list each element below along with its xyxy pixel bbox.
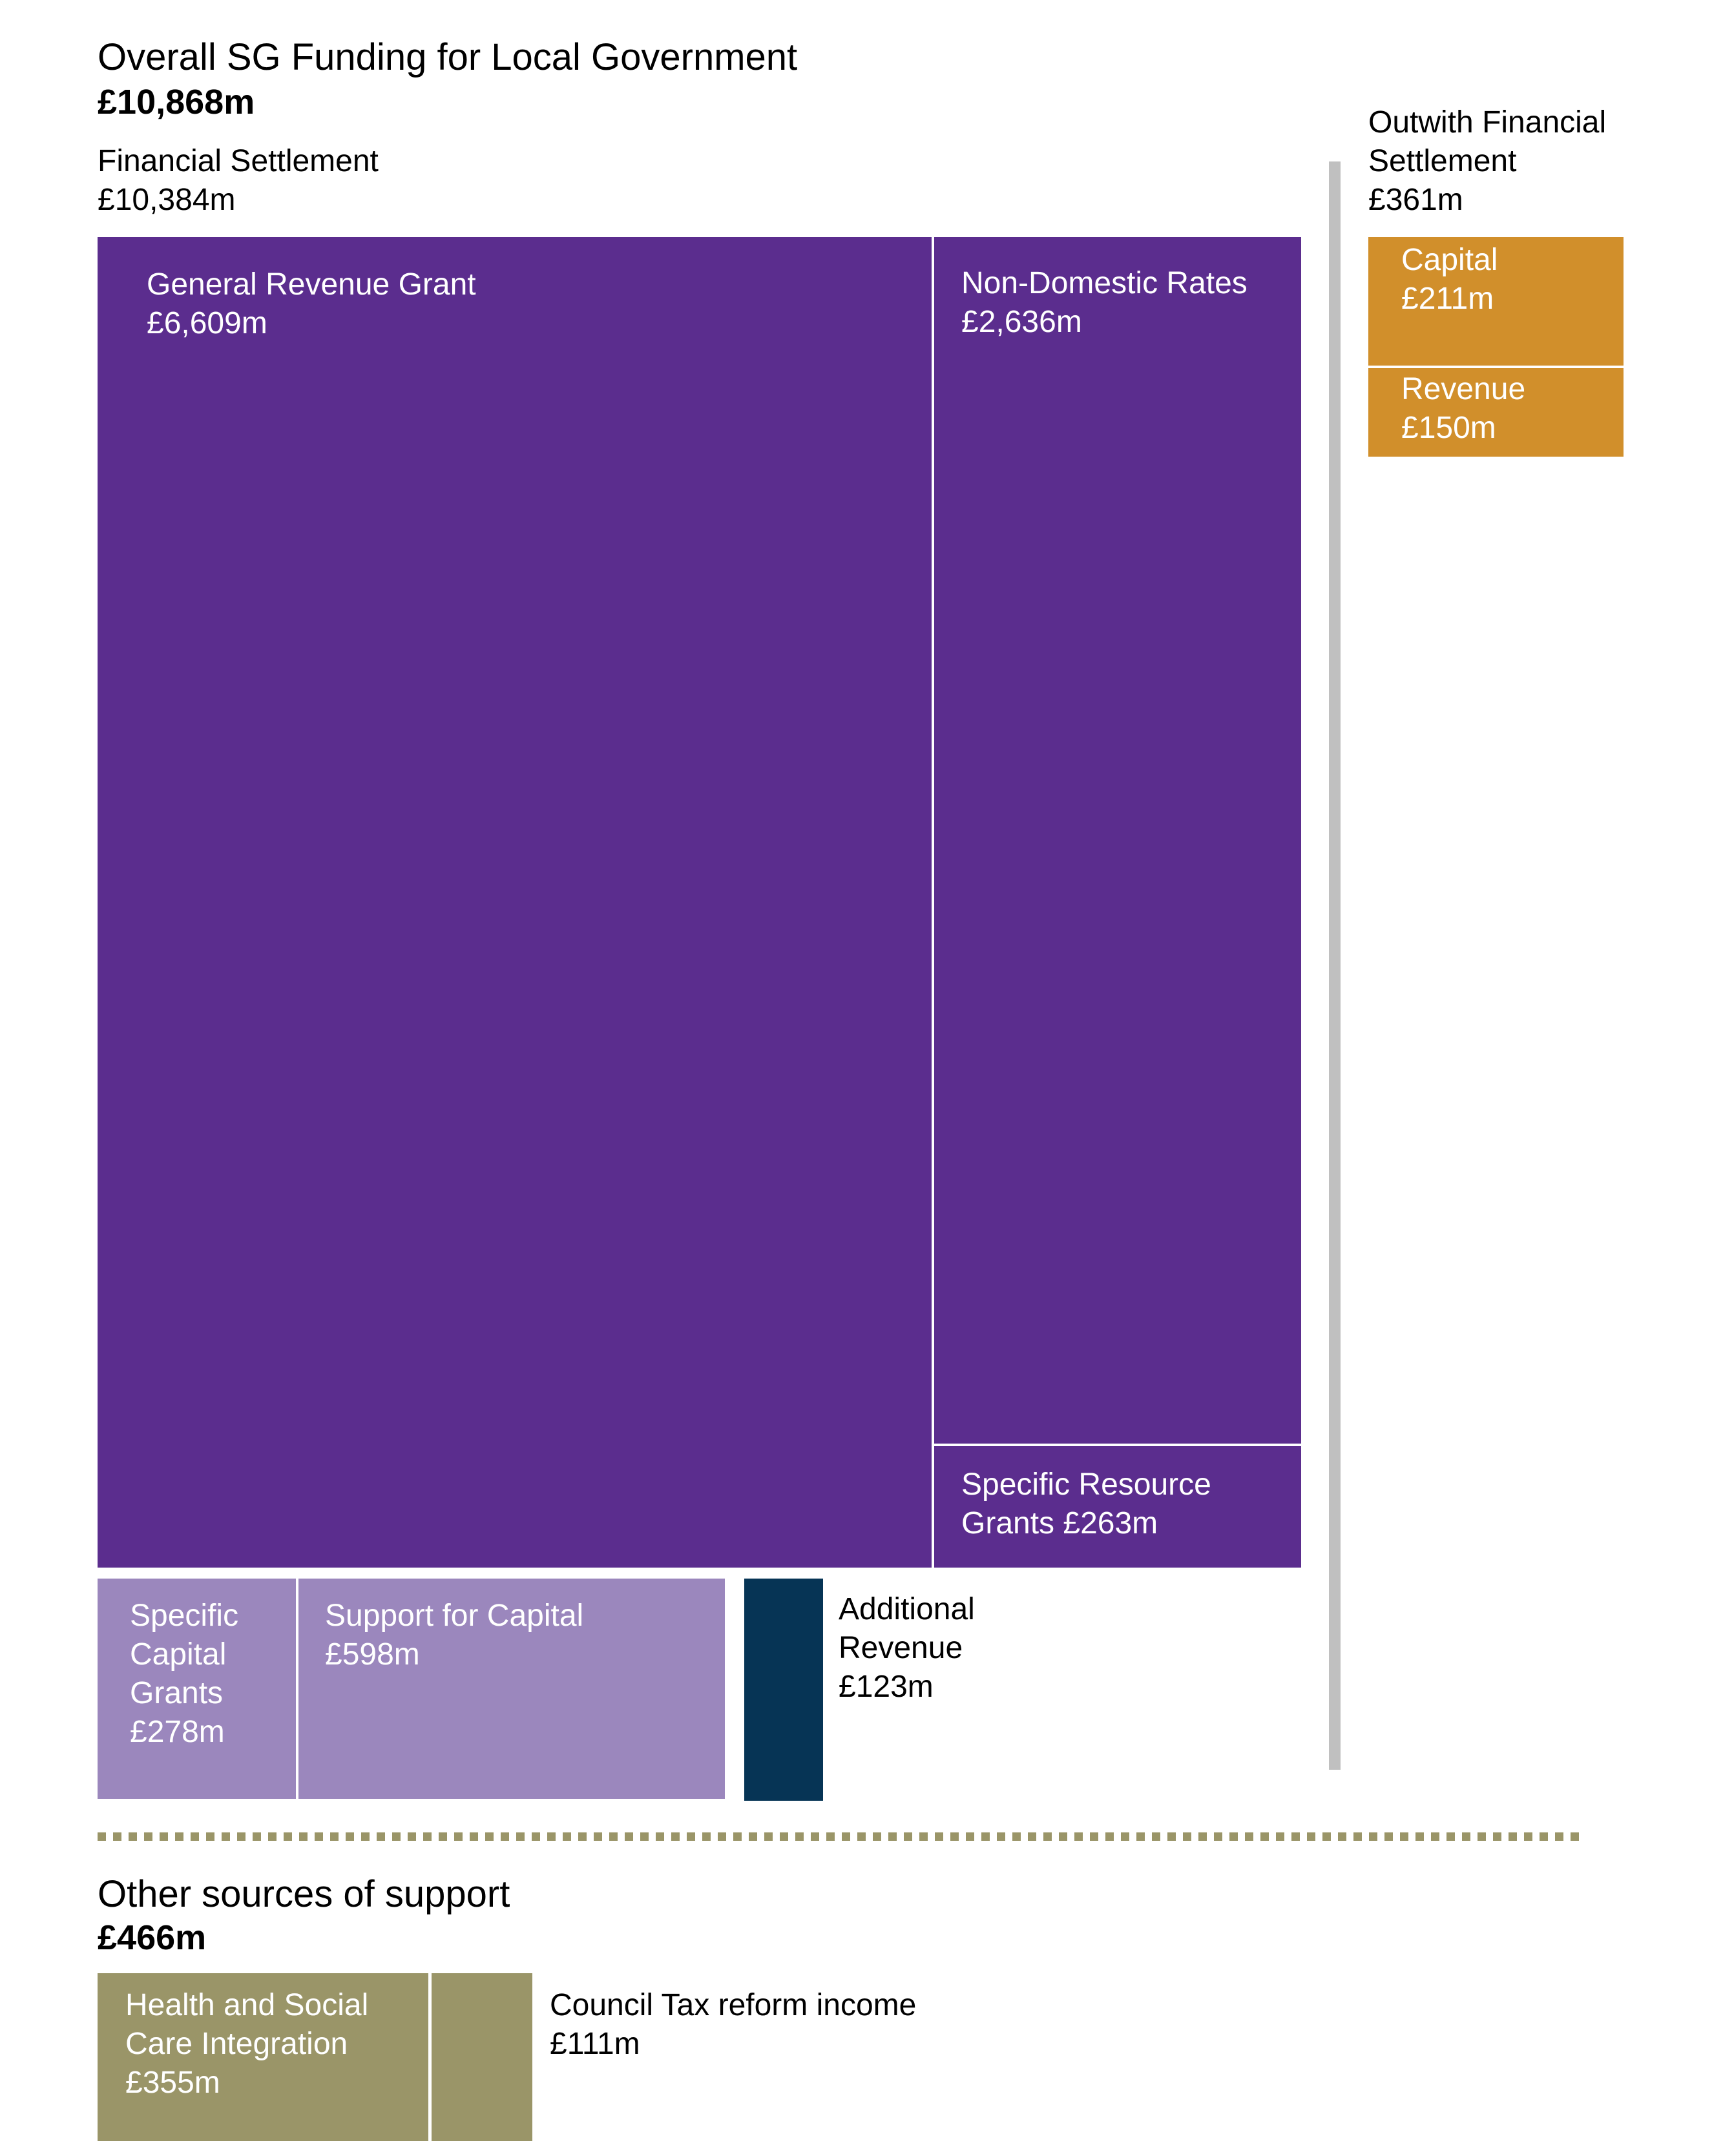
tile-label-capital: Capital £211m <box>1401 241 1498 318</box>
tile-label-health-social-care: Health and Social Care Integration £355m <box>125 1986 368 2102</box>
tile-label-line: Specific <box>130 1599 239 1633</box>
tile-label-line: Specific Resource <box>961 1467 1211 1502</box>
tile-label-line: £211m <box>1401 282 1494 316</box>
settlement-label: Financial Settlement <box>98 144 379 178</box>
tile-label-line: Health and Social <box>125 1988 369 2022</box>
outwith-label-line2: Settlement <box>1368 144 1517 178</box>
tile-general-revenue-grant: General Revenue Grant £6,609m <box>98 237 932 1568</box>
tile-capital: Capital £211m <box>1368 237 1624 366</box>
group-divider-line <box>1329 161 1341 1770</box>
tile-label-line: Support for Capital <box>325 1599 584 1633</box>
tile-label-line: Grants £263m <box>961 1506 1158 1540</box>
chart-total: £10,868m <box>98 83 255 121</box>
tile-non-domestic-rates: Non-Domestic Rates £2,636m <box>934 237 1301 1444</box>
other-total: £466m <box>98 1918 207 1957</box>
tile-label-council-tax-reform: Council Tax reform income £111m <box>550 1986 916 2064</box>
tile-label-line: Grants <box>130 1676 224 1710</box>
tile-label-line: Revenue <box>1401 372 1526 406</box>
tile-label-support-for-capital: Support for Capital £598m <box>325 1597 583 1674</box>
section-separator <box>98 1832 1583 1841</box>
tile-label-general-revenue-grant: General Revenue Grant £6,609m <box>147 265 476 343</box>
tile-support-for-capital: Support for Capital £598m <box>298 1579 725 1799</box>
tile-label-line: Non-Domestic Rates <box>961 266 1248 300</box>
other-label: Other sources of support <box>98 1873 510 1915</box>
tile-label-line: £355m <box>125 2066 220 2100</box>
outwith-label-line1: Outwith Financial <box>1368 105 1607 140</box>
settlement-total: £10,384m <box>98 183 236 217</box>
tile-label-line: £123m <box>839 1670 934 1704</box>
tile-label-specific-capital-grants: Specific Capital Grants £278m <box>130 1597 238 1752</box>
tile-label-line: Care Integration <box>125 2027 348 2061</box>
chart-title: Overall SG Funding for Local Government <box>98 36 798 78</box>
tile-label-line: Capital <box>130 1637 227 1672</box>
tile-label-line: £111m <box>550 2027 640 2061</box>
tile-label-revenue: Revenue £150m <box>1401 370 1525 448</box>
tile-label-line: £6,609m <box>147 306 267 340</box>
tile-additional-revenue <box>744 1579 823 1801</box>
tile-label-non-domestic-rates: Non-Domestic Rates £2,636m <box>961 264 1248 342</box>
tile-label-specific-resource-grants: Specific Resource Grants £263m <box>961 1466 1211 1543</box>
tile-label-additional-revenue: Additional Revenue £123m <box>839 1590 975 1706</box>
tile-label-line: Additional <box>839 1592 975 1626</box>
tile-label-line: General Revenue Grant <box>147 267 476 302</box>
outwith-total: £361m <box>1368 183 1463 217</box>
tile-label-line: Council Tax reform income <box>550 1988 917 2022</box>
tile-specific-capital-grants: Specific Capital Grants £278m <box>98 1579 296 1799</box>
tile-label-line: £278m <box>130 1715 225 1749</box>
tile-health-social-care: Health and Social Care Integration £355m <box>98 1973 428 2141</box>
tile-revenue: Revenue £150m <box>1368 368 1624 457</box>
tile-label-line: £598m <box>325 1637 420 1672</box>
tile-label-line: Capital <box>1401 243 1498 277</box>
tile-label-line: £150m <box>1401 411 1496 445</box>
tile-label-line: £2,636m <box>961 305 1082 339</box>
tile-specific-resource-grants: Specific Resource Grants £263m <box>934 1446 1301 1568</box>
tile-label-line: Revenue <box>839 1631 963 1665</box>
tile-council-tax-reform <box>432 1973 532 2141</box>
